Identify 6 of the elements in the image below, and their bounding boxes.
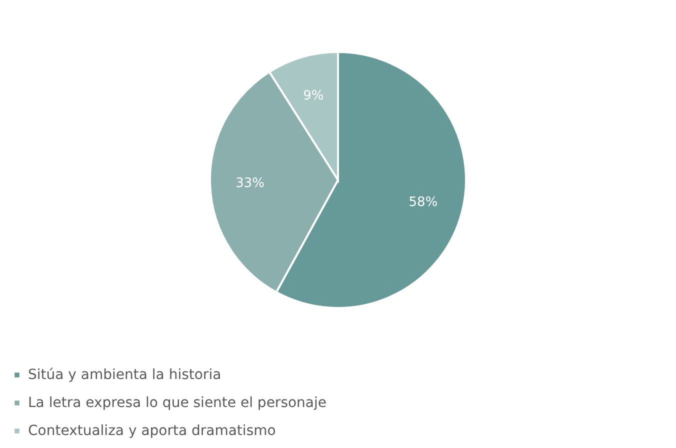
data-label: 58%	[408, 194, 438, 210]
legend-label: La letra expresa lo que siente el personaje	[28, 395, 327, 411]
legend-label: Sitúa y ambienta la historia	[28, 367, 222, 383]
data-label: 9%	[303, 88, 324, 104]
legend-label: Contextualiza y aporta dramatismo	[28, 423, 276, 439]
data-label: 33%	[236, 176, 264, 191]
